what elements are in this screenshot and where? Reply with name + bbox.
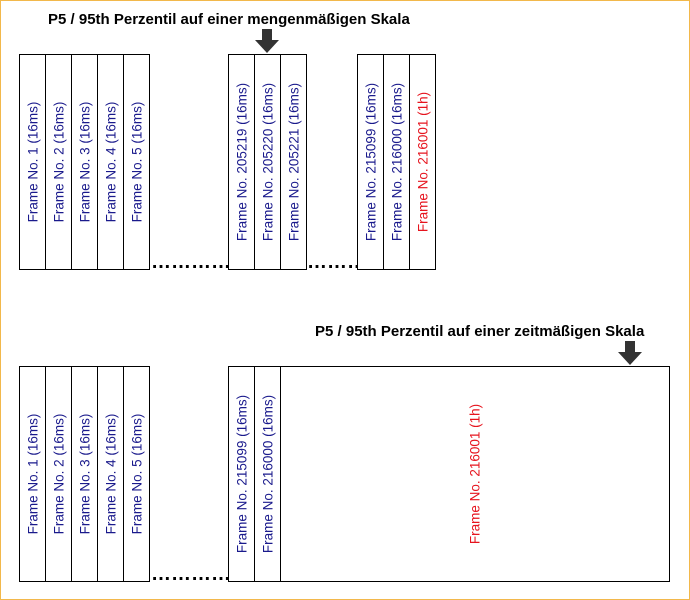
frame-cell-top-5: Frame No. 5 (16ms) xyxy=(123,54,150,270)
frame-cell-top-2: Frame No. 2 (16ms) xyxy=(45,54,72,270)
title-time-scale: P5 / 95th Perzentil auf einer zeitmäßige… xyxy=(315,323,645,340)
frame-cell-bottom-216000: Frame No. 216000 (16ms) xyxy=(254,366,281,582)
frame-cell-bottom-3: Frame No. 3 (16ms) xyxy=(71,366,98,582)
frame-label: Frame No. 2 (16ms) xyxy=(50,101,66,223)
frame-label: Frame No. 5 (16ms) xyxy=(128,413,144,535)
ellipsis-top-1: …………… xyxy=(151,251,251,273)
frame-cell-bottom-215099: Frame No. 215099 (16ms) xyxy=(228,366,255,582)
frame-label: Frame No. 205220 (16ms) xyxy=(259,82,275,242)
frame-label: Frame No. 1 (16ms) xyxy=(24,413,40,535)
frame-label: Frame No. 205221 (16ms) xyxy=(285,82,301,242)
title-quantity-scale: P5 / 95th Perzentil auf einer mengenmäßi… xyxy=(48,11,410,28)
frame-cell-bottom-2: Frame No. 2 (16ms) xyxy=(45,366,72,582)
frame-cell-top-216001: Frame No. 216001 (1h) xyxy=(409,54,436,270)
ellipsis-bottom: …………… xyxy=(151,563,251,585)
frame-label: Frame No. 205219 (16ms) xyxy=(233,82,249,242)
frame-cell-bottom-1: Frame No. 1 (16ms) xyxy=(19,366,46,582)
frame-label-highlight: Frame No. 216001 (1h) xyxy=(467,403,483,545)
frame-label: Frame No. 215099 (16ms) xyxy=(233,394,249,554)
frame-label: Frame No. 216000 (16ms) xyxy=(259,394,275,554)
frame-label: Frame No. 2 (16ms) xyxy=(50,413,66,535)
frame-label-highlight: Frame No. 216001 (1h) xyxy=(414,91,430,233)
frame-label: Frame No. 5 (16ms) xyxy=(128,101,144,223)
arrow-down-icon xyxy=(618,341,642,365)
frame-cell-bottom-4: Frame No. 4 (16ms) xyxy=(97,366,124,582)
frame-cell-bottom-5: Frame No. 5 (16ms) xyxy=(123,366,150,582)
frame-label: Frame No. 1 (16ms) xyxy=(24,101,40,223)
frame-label: Frame No. 215099 (16ms) xyxy=(362,82,378,242)
frame-cell-top-4: Frame No. 4 (16ms) xyxy=(97,54,124,270)
frame-cell-top-216000: Frame No. 216000 (16ms) xyxy=(383,54,410,270)
frame-cell-top-215099: Frame No. 215099 (16ms) xyxy=(357,54,384,270)
arrow-down-icon xyxy=(255,29,279,53)
frame-cell-bottom-216001-long: Frame No. 216001 (1h) xyxy=(280,366,670,582)
frame-label: Frame No. 3 (16ms) xyxy=(76,101,92,223)
frame-label: Frame No. 4 (16ms) xyxy=(102,101,118,223)
frame-cell-top-1: Frame No. 1 (16ms) xyxy=(19,54,46,270)
frame-label: Frame No. 4 (16ms) xyxy=(102,413,118,535)
frame-cell-top-205220: Frame No. 205220 (16ms) xyxy=(254,54,281,270)
frame-cell-top-205221: Frame No. 205221 (16ms) xyxy=(280,54,307,270)
frame-cell-top-3: Frame No. 3 (16ms) xyxy=(71,54,98,270)
frame-cell-top-205219: Frame No. 205219 (16ms) xyxy=(228,54,255,270)
frame-label: Frame No. 216000 (16ms) xyxy=(388,82,404,242)
frame-label: Frame No. 3 (16ms) xyxy=(76,413,92,535)
